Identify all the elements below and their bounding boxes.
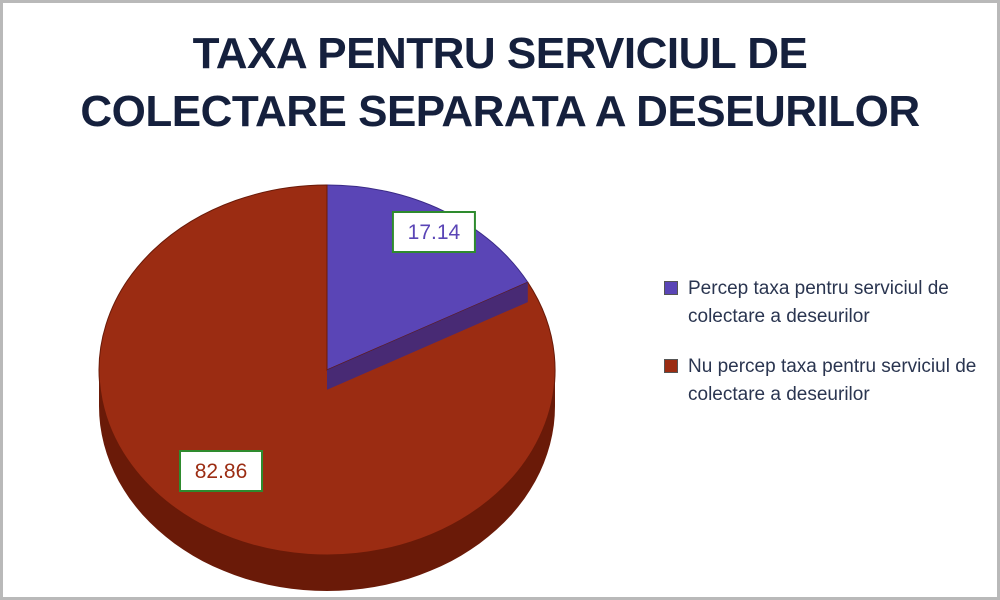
data-label-text-1: 82.86 — [195, 460, 248, 483]
data-label-1: 82.86 — [179, 450, 263, 492]
chart-legend: Percep taxa pentru serviciul de colectar… — [664, 275, 984, 431]
legend-item-nu-percep: Nu percep taxa pentru serviciul de colec… — [664, 353, 984, 409]
legend-label-nu-percep: Nu percep taxa pentru serviciul de colec… — [688, 356, 977, 405]
data-label-0: 17.14 — [391, 211, 476, 253]
chart-title-line-1: TAXA PENTRU SERVICIUL DE — [192, 29, 808, 78]
legend-swatch-nu-percep — [664, 359, 678, 373]
legend-label-percep: Percep taxa pentru serviciul de colectar… — [688, 278, 949, 327]
pie-side-1 — [99, 370, 555, 591]
data-label-text-0: 17.14 — [408, 221, 461, 244]
chart-title-line-2: COLECTARE SEPARATA A DESEURILOR — [80, 87, 920, 136]
pie-cut-face — [327, 282, 528, 390]
chart-title: TAXA PENTRU SERVICIUL DE COLECTARE SEPAR… — [3, 25, 997, 141]
legend-item-percep: Percep taxa pentru serviciul de colectar… — [664, 275, 984, 331]
legend-swatch-percep — [664, 281, 678, 295]
